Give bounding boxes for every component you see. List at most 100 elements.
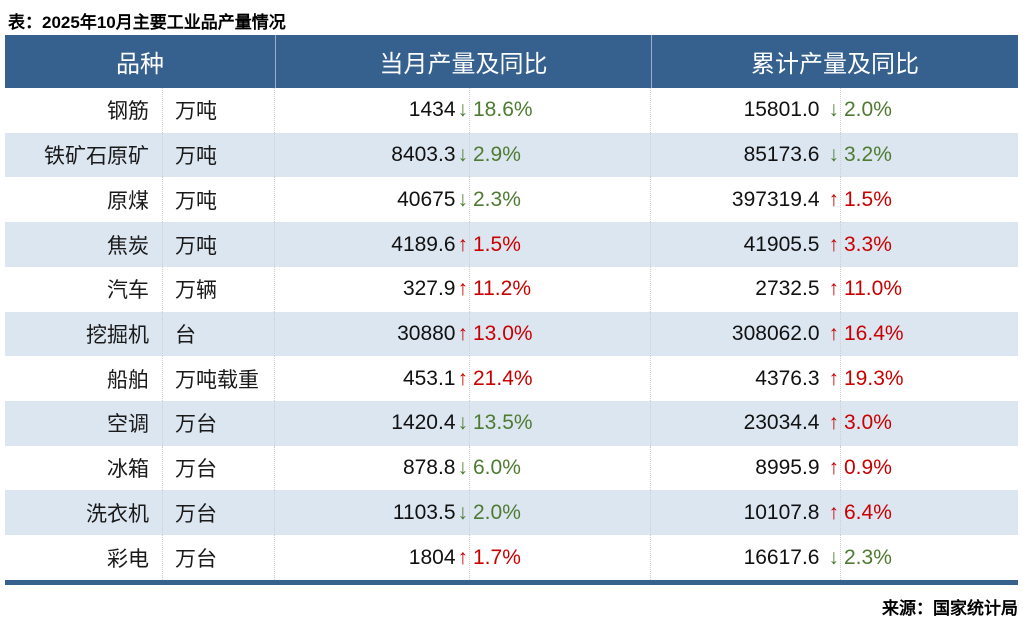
product-name-cell: 焦炭 [5, 222, 163, 267]
up-arrow-icon: ↑ [828, 411, 840, 435]
product-name: 挖掘机 [86, 323, 149, 347]
monthly-value-cell: 1103.5 ↓ [275, 490, 470, 536]
monthly-pct: 13.0% [473, 321, 533, 345]
monthly-pct-cell: 11.2% [470, 266, 651, 312]
cumulative-pct: 2.0% [844, 98, 892, 122]
product-unit: 万台 [175, 502, 217, 526]
monthly-pct-cell: 1.5% [470, 222, 651, 267]
table-row: 焦炭 万吨 4189.6 ↑ 1.5% 41905.5 ↑ 3.3% [5, 222, 1018, 267]
monthly-value: 1804 [408, 545, 456, 569]
cumulative-pct-cell: 3.2% [841, 133, 1018, 178]
monthly-pct-cell: 2.3% [470, 177, 651, 223]
table-row: 原煤 万吨 40675 ↓ 2.3% 397319.4 ↑ 1.5% [5, 177, 1018, 223]
down-arrow-icon: ↓ [828, 545, 840, 569]
cumulative-pct: 3.0% [844, 411, 892, 435]
monthly-pct: 1.7% [473, 545, 521, 569]
down-arrow-icon: ↓ [457, 187, 469, 211]
cumulative-pct-cell: 19.3% [841, 356, 1018, 401]
product-name-cell: 钢筋 [5, 88, 163, 133]
monthly-value-cell: 8403.3 ↓ [275, 132, 470, 178]
down-arrow-icon: ↓ [457, 456, 469, 480]
up-arrow-icon: ↑ [828, 321, 840, 345]
cumulative-value-cell: 41905.5 ↑ [651, 222, 841, 267]
monthly-pct: 2.9% [473, 143, 521, 167]
monthly-pct: 13.5% [473, 411, 533, 435]
cumulative-value: 85173.6 [743, 143, 820, 167]
product-unit: 万台 [175, 413, 217, 437]
monthly-value-cell: 1434 ↓ [275, 88, 470, 133]
up-arrow-icon: ↑ [457, 277, 469, 301]
monthly-value-cell: 327.9 ↑ [275, 266, 470, 312]
product-name-cell: 原煤 [5, 177, 163, 223]
cumulative-pct: 0.9% [844, 456, 892, 480]
product-name: 铁矿石原矿 [44, 145, 149, 169]
monthly-value-cell: 4189.6 ↑ [275, 222, 470, 267]
product-name: 船舶 [107, 368, 149, 392]
down-arrow-icon: ↓ [457, 411, 469, 435]
monthly-pct-cell: 18.6% [470, 88, 651, 133]
product-unit-cell: 万辆 [163, 266, 275, 312]
product-name-cell: 挖掘机 [5, 311, 163, 357]
monthly-pct-cell: 6.0% [470, 445, 651, 491]
table-row: 彩电 万台 1804 ↑ 1.7% 16617.6 ↓ 2.3% [5, 535, 1018, 580]
product-name: 汽车 [107, 279, 149, 303]
product-name: 焦炭 [107, 234, 149, 258]
monthly-pct-cell: 2.9% [470, 132, 651, 178]
cumulative-pct: 1.5% [844, 187, 892, 211]
product-name-cell: 洗衣机 [5, 490, 163, 536]
source-label: 来源：国家统计局 [882, 598, 1018, 618]
product-unit: 万吨载重 [175, 368, 259, 392]
product-name-cell: 冰箱 [5, 445, 163, 491]
monthly-value: 327.9 [402, 277, 456, 301]
cumulative-value-cell: 23034.4 ↑ [651, 401, 841, 446]
product-unit-cell: 万吨 [163, 177, 275, 223]
product-unit: 万台 [175, 547, 217, 571]
cumulative-pct-cell: 6.4% [841, 490, 1018, 535]
cumulative-pct-cell: 1.5% [841, 177, 1018, 222]
cumulative-pct: 2.3% [844, 545, 892, 569]
table-row: 空调 万台 1420.4 ↓ 13.5% 23034.4 ↑ 3.0% [5, 401, 1018, 446]
cumulative-value: 16617.6 [743, 545, 820, 569]
monthly-pct: 1.5% [473, 232, 521, 256]
product-name-cell: 空调 [5, 401, 163, 446]
product-unit-cell: 万吨 [163, 132, 275, 178]
product-name-cell: 铁矿石原矿 [5, 132, 163, 178]
cumulative-pct: 3.2% [844, 143, 892, 167]
up-arrow-icon: ↑ [828, 456, 840, 480]
up-arrow-icon: ↑ [457, 321, 469, 345]
monthly-value: 40675 [397, 187, 456, 211]
product-unit-cell: 万吨 [163, 88, 275, 133]
cumulative-value-cell: 16617.6 ↓ [651, 535, 841, 580]
table-row: 钢筋 万吨 1434 ↓ 18.6% 15801.0 ↓ 2.0% [5, 88, 1018, 133]
cumulative-value-cell: 2732.5 ↑ [651, 266, 841, 312]
table-row: 汽车 万辆 327.9 ↑ 11.2% 2732.5 ↑ 11.0% [5, 266, 1018, 312]
up-arrow-icon: ↑ [828, 500, 840, 524]
product-unit: 万吨 [175, 100, 217, 124]
monthly-pct-cell: 21.4% [470, 356, 651, 402]
cumulative-pct: 16.4% [844, 321, 904, 345]
monthly-value: 453.1 [402, 366, 456, 390]
product-unit-cell: 万吨 [163, 222, 275, 267]
up-arrow-icon: ↑ [457, 232, 469, 256]
product-name: 钢筋 [107, 100, 149, 124]
product-unit-cell: 万台 [163, 401, 275, 446]
cumulative-pct: 3.3% [844, 232, 892, 256]
cumulative-pct-cell: 11.0% [841, 267, 1018, 312]
production-table: 品种 当月产量及同比 累计产量及同比 钢筋 万吨 1434 ↓ 18.6% 15… [5, 35, 1018, 585]
cumulative-value-cell: 4376.3 ↑ [651, 356, 841, 402]
product-unit: 万吨 [175, 189, 217, 213]
cumulative-pct-cell: 0.9% [841, 446, 1018, 491]
table-row: 挖掘机 台 30880 ↑ 13.0% 308062.0 ↑ 16.4% [5, 311, 1018, 357]
down-arrow-icon: ↓ [457, 143, 469, 167]
product-unit-cell: 万吨载重 [163, 356, 275, 402]
monthly-pct: 21.4% [473, 366, 533, 390]
product-unit-cell: 万台 [163, 445, 275, 491]
cumulative-value: 8995.9 [755, 456, 820, 480]
table-row: 铁矿石原矿 万吨 8403.3 ↓ 2.9% 85173.6 ↓ 3.2% [5, 132, 1018, 178]
monthly-value-cell: 1420.4 ↓ [275, 401, 470, 446]
up-arrow-icon: ↑ [457, 366, 469, 390]
table-bottom-border [5, 579, 1018, 585]
header-product: 品种 [116, 52, 164, 78]
up-arrow-icon: ↑ [828, 187, 840, 211]
table-body: 钢筋 万吨 1434 ↓ 18.6% 15801.0 ↓ 2.0% 铁矿石原矿 … [5, 88, 1018, 580]
